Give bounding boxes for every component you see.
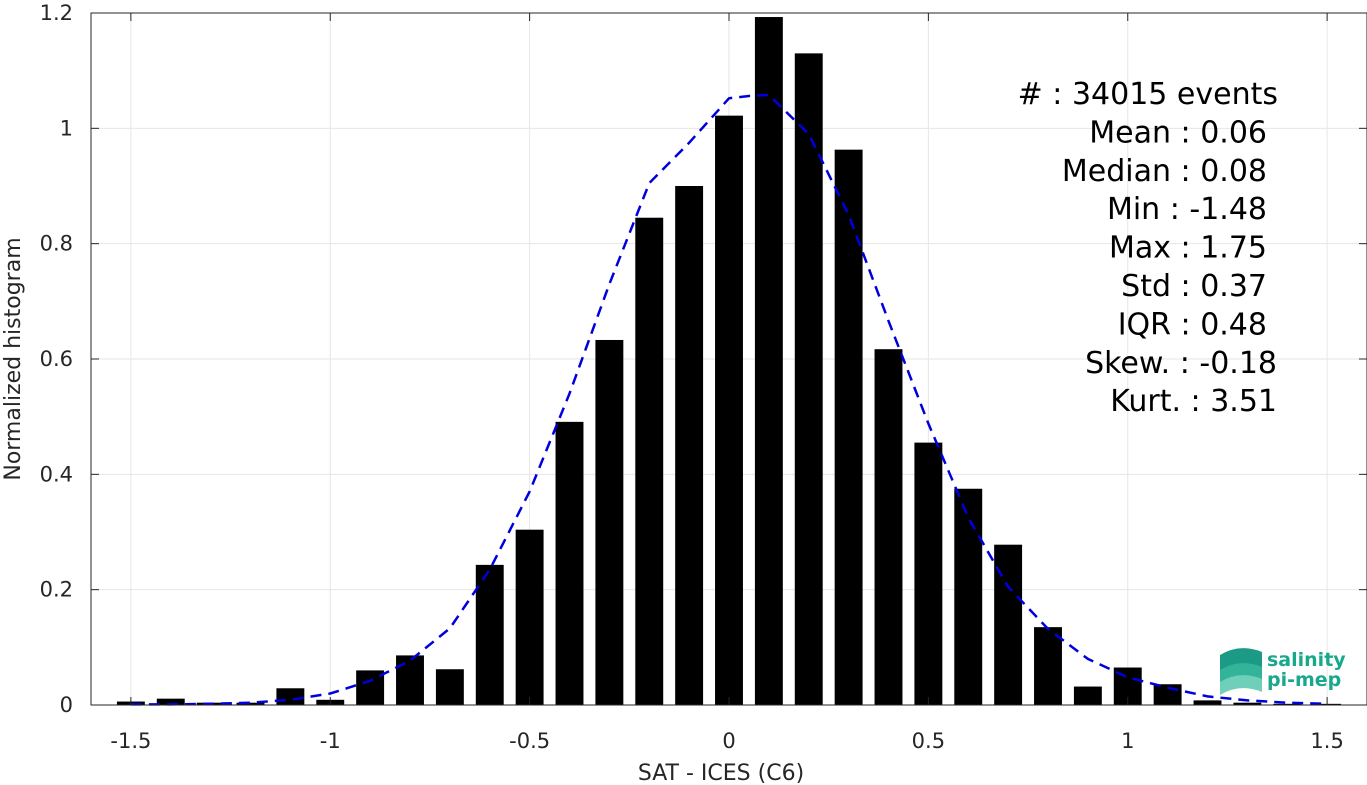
histogram-bar [435,669,464,705]
stats-line: # : 34015 events [1018,77,1278,112]
histogram-bar [794,53,823,706]
y-tick-label: 1.2 [40,1,73,25]
stats-line: Max : 1.75 [1109,231,1267,266]
x-axis-ticks: -1.5 -1 -0.5 0 0.5 1 1.5 [110,13,1344,753]
y-tick-label: 0.4 [40,462,73,486]
stats-line: Mean : 0.06 [1089,115,1267,150]
histogram-bar [1273,703,1302,705]
histogram-bar [396,655,424,705]
histogram-bar [1073,686,1102,705]
y-tick-label: 0.2 [40,578,73,602]
histogram-bar [236,702,265,705]
histogram-bar [1233,702,1262,705]
x-tick-label: 0 [722,729,735,753]
histogram-bar [475,564,504,705]
logo-text-pi-mep: pi-mep [1267,669,1341,691]
y-tick-label: 1 [60,116,73,140]
fit-curve [130,93,1328,706]
x-tick-label: -1 [320,729,341,753]
y-tick-label: 0.6 [40,347,73,371]
stats-line: Min : -1.48 [1107,192,1267,227]
histogram-bars [116,17,1342,706]
histogram-bar [515,529,544,705]
histogram-bar [156,698,185,705]
stats-line: Kurt. : 3.51 [1110,384,1277,419]
y-tick-label: 0.8 [40,232,73,256]
x-tick-label: 1.5 [1310,729,1343,753]
histogram-bar [276,688,305,705]
y-axis-ticks: 0 0.2 0.4 0.6 0.8 1 1.2 [40,1,1367,717]
y-tick-label: 0 [60,693,73,717]
histogram-bar [595,339,624,705]
fit-curve-group [130,93,1328,706]
stats-line: IQR : 0.48 [1118,307,1267,342]
x-tick-label: -0.5 [509,729,550,753]
salinity-pi-mep-logo: salinity pi-mep [1220,648,1346,695]
histogram-bar [555,421,584,705]
histogram-bar [874,349,903,705]
logo-wave-icon [1220,648,1262,695]
stats-line: Std : 0.37 [1121,269,1267,304]
x-tick-label: -1.5 [110,729,151,753]
x-tick-label: 0.5 [912,729,945,753]
stats-line: Skew. : -0.18 [1085,346,1277,381]
stats-line: Median : 0.08 [1062,154,1267,189]
y-axis-label: Normalized histogram [1,237,26,480]
histogram-bar [715,115,743,705]
histogram-bar [954,488,983,705]
histogram-bar [1034,627,1062,705]
histogram-bar [675,186,704,705]
histogram-bar [914,442,943,705]
x-tick-label: 1 [1121,729,1134,753]
histogram-bar [834,149,863,706]
x-axis-label: SAT - ICES (C6) [638,761,804,785]
histogram-bar [754,17,783,705]
histogram-bar [635,217,664,705]
histogram-bar [1193,700,1222,705]
logo-text-salinity: salinity [1267,649,1346,671]
